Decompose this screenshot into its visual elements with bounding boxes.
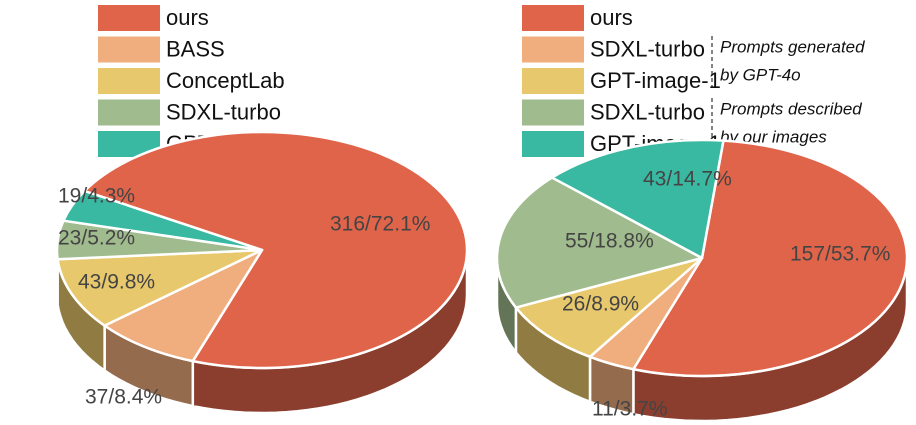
pie-slice xyxy=(83,130,469,370)
legend-label: ours xyxy=(590,5,633,30)
legend-swatch xyxy=(98,99,160,126)
annotation: Prompts generated xyxy=(720,37,865,56)
pie-slice xyxy=(62,189,264,252)
legend-label: ours xyxy=(166,5,209,30)
value-label: 19/4.3% xyxy=(58,185,135,208)
annotation: Prompts described xyxy=(720,99,862,118)
pie-slice xyxy=(550,138,725,260)
value-label: 43/14.7% xyxy=(643,168,732,191)
legend-label: SDXL-turbo xyxy=(166,99,281,124)
value-label: 43/9.8% xyxy=(78,271,155,294)
legend-swatch xyxy=(98,5,160,31)
legend-label: SDXL-turbo xyxy=(590,99,705,124)
pie-slice xyxy=(56,248,264,327)
value-label: 26/8.9% xyxy=(562,293,639,316)
legend-swatch xyxy=(522,99,584,126)
legend-swatch xyxy=(522,68,584,94)
legend-swatch xyxy=(522,131,584,157)
value-label: 55/18.8% xyxy=(565,230,654,253)
value-label: 157/53.7% xyxy=(790,243,890,266)
legend-label: ConceptLab xyxy=(166,68,285,93)
annotation: by GPT-4o xyxy=(720,65,801,84)
legend-swatch xyxy=(522,36,584,63)
value-label: 37/8.4% xyxy=(85,386,162,409)
value-label: 23/5.2% xyxy=(58,227,135,250)
legend-swatch xyxy=(98,36,160,63)
value-label: 316/72.1% xyxy=(330,213,430,236)
pie-slice xyxy=(495,176,704,309)
pie-slice xyxy=(103,248,264,363)
value-label: 11/3.7% xyxy=(592,398,668,421)
pie-slice xyxy=(514,256,704,359)
legend-label: BASS xyxy=(166,36,225,61)
legend-label: GPT-image-1 xyxy=(590,68,721,93)
legend-swatch xyxy=(98,68,160,94)
legend-swatch xyxy=(522,5,584,31)
pie-slice xyxy=(632,139,909,378)
legend-label: SDXL-turbo xyxy=(590,36,705,61)
